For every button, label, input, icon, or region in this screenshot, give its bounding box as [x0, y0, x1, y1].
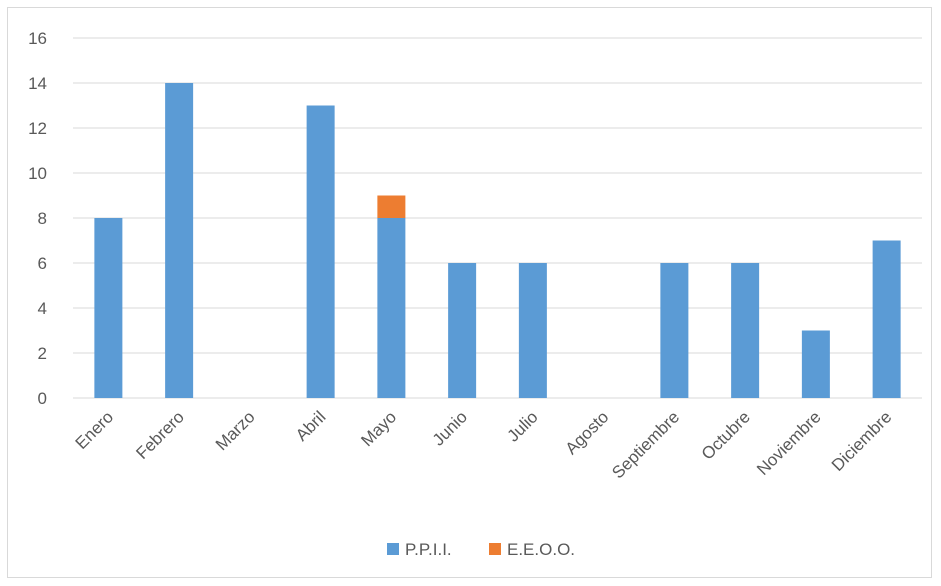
y-tick-label: 0 [38, 389, 47, 408]
legend: P.P.I.I. E.E.O.O. [387, 540, 575, 559]
bar-ppii-julio [518, 263, 547, 398]
bar-ppii-diciembre [872, 240, 901, 398]
x-tick-label: Abril [292, 407, 329, 444]
bars [94, 83, 901, 398]
y-tick-label: 8 [38, 209, 47, 228]
bar-ppii-septiembre [660, 263, 689, 398]
bar-ppii-abril [306, 105, 335, 398]
bar-ppii-junio [448, 263, 477, 398]
y-tick-label: 10 [28, 164, 47, 183]
x-axis-tick-labels: Enero Febrero Marzo Abril Mayo Junio Julio Agos… [72, 407, 896, 482]
x-tick-label: Marzo [212, 407, 259, 454]
legend-label-ppii: P.P.I.I. [405, 540, 452, 559]
bar-eeoo-mayo [377, 195, 406, 218]
y-tick-label: 12 [28, 119, 47, 138]
x-tick-label: Mayo [357, 407, 400, 450]
y-tick-label: 6 [38, 254, 47, 273]
legend-swatch-ppii [387, 543, 399, 555]
y-axis-tick-labels: 0 2 4 6 8 10 12 14 16 [28, 29, 47, 408]
x-tick-label: Julio [504, 407, 542, 445]
y-tick-label: 4 [38, 299, 47, 318]
y-tick-label: 14 [28, 74, 47, 93]
x-tick-label: Junio [429, 407, 471, 449]
x-tick-label: Diciembre [828, 407, 896, 475]
bar-ppii-mayo [377, 218, 406, 398]
bar-ppii-enero [94, 218, 123, 398]
x-tick-label: Octubre [698, 407, 754, 463]
legend-swatch-eeoo [489, 543, 501, 555]
x-tick-label: Septiembre [608, 407, 683, 482]
x-tick-label: Agosto [562, 407, 613, 458]
x-tick-label: Febrero [132, 407, 188, 463]
x-tick-label: Noviembre [753, 407, 825, 479]
bar-ppii-noviembre [801, 330, 830, 398]
gridlines [73, 37, 922, 399]
bar-ppii-octubre [731, 263, 760, 398]
legend-label-eeoo: E.E.O.O. [507, 540, 575, 559]
bar-ppii-febrero [165, 83, 194, 398]
y-tick-label: 16 [28, 29, 47, 48]
y-tick-label: 2 [38, 344, 47, 363]
x-tick-label: Enero [72, 407, 118, 453]
